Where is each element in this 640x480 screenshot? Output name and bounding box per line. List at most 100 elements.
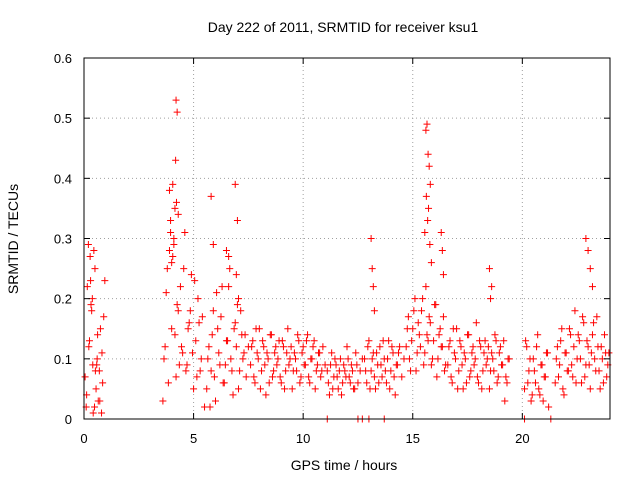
data-point [467,367,475,375]
data-point [84,241,92,249]
data-point [242,373,250,381]
data-point [186,307,194,315]
data-point [455,367,463,375]
data-point [331,355,339,363]
data-point [366,385,374,393]
data-point [444,361,452,369]
data-point [197,355,205,363]
data-point [579,313,587,321]
data-point [488,349,496,357]
data-point [580,319,588,327]
data-point [498,361,506,369]
data-point [203,385,211,393]
data-point [163,265,171,273]
data-point [405,355,413,363]
data-point [586,265,594,273]
data-point [159,397,167,405]
data-point [160,355,168,363]
data-point [241,331,249,339]
data-point [236,367,244,375]
data-point [368,355,376,363]
data-point [98,349,106,357]
data-point [249,337,257,345]
data-point [164,379,172,387]
data-point [339,379,347,387]
data-point [96,397,104,405]
data-point [248,343,256,351]
data-point [560,391,568,399]
data-point [552,355,560,363]
data-point [297,373,305,381]
data-point [488,283,496,291]
data-point [438,247,446,255]
x-tick-label: 0 [80,431,87,446]
data-point [228,367,236,375]
data-point [270,367,278,375]
data-point [225,283,233,291]
data-point [306,379,314,387]
data-point [221,361,229,369]
data-point [231,319,239,327]
data-point [353,361,361,369]
data-point [342,373,350,381]
data-point [362,367,370,375]
data-point [225,253,233,261]
data-point [590,319,598,327]
data-point [264,355,272,363]
data-point [367,235,375,242]
data-point [174,307,182,315]
data-point [375,379,383,387]
data-point [182,367,190,375]
data-point [354,379,362,387]
data-points [81,96,613,423]
data-point [207,367,215,375]
data-point [101,277,109,285]
data-point [305,373,313,381]
data-point [530,367,538,375]
data-point [92,385,100,393]
data-point [83,283,91,291]
data-point [447,373,455,381]
data-point [171,331,179,339]
data-point [254,355,262,363]
data-point [599,379,607,387]
data-point [162,289,170,297]
x-tick-label: 20 [515,431,529,446]
data-point [278,337,286,345]
data-point [235,385,243,393]
data-point [469,343,477,351]
data-point [93,361,101,369]
data-point [348,367,356,375]
data-point [526,355,534,363]
data-point [89,409,97,417]
data-point [172,198,180,206]
data-point [276,373,284,381]
data-point [436,325,444,333]
data-point [91,265,99,273]
data-point [352,349,360,357]
data-point [273,361,281,369]
data-point [253,349,261,357]
data-point [441,367,449,375]
data-point [212,397,219,405]
data-point [465,331,473,339]
data-point [87,301,95,309]
data-point [457,343,465,351]
data-point [473,373,481,381]
data-point [99,379,107,387]
data-point [376,343,384,351]
data-point [427,361,435,369]
data-point [545,403,553,411]
data-point [194,295,202,303]
data-point [252,325,260,333]
data-point [432,301,440,309]
data-point [487,367,495,375]
data-point [390,373,398,381]
data-point [572,379,580,387]
data-point [283,349,291,357]
data-point [539,397,547,405]
data-point [528,391,536,399]
data-point [404,313,412,321]
data-point [541,373,549,381]
data-point [585,361,593,369]
